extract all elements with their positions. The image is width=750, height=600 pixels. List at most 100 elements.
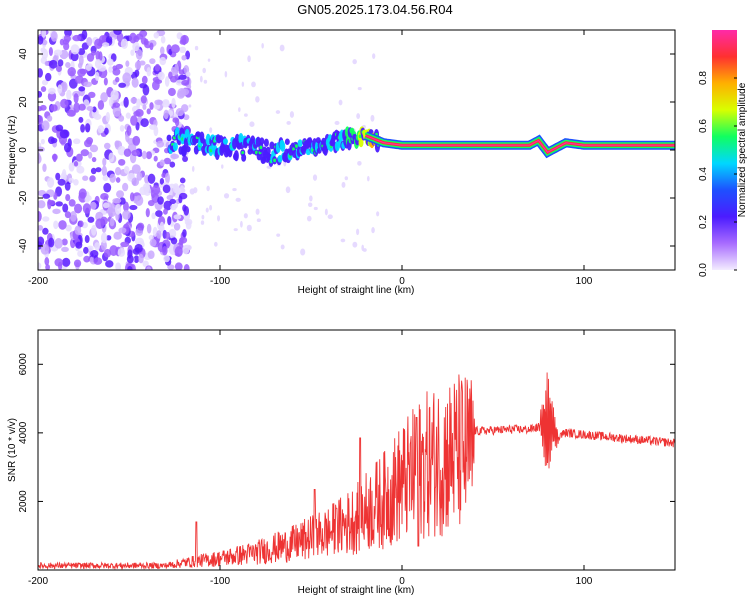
colorbar-tick-label: 0.8 [698, 71, 709, 85]
noise-blob [102, 42, 110, 48]
noise-blob [115, 262, 122, 270]
noise-blob [65, 224, 72, 232]
noise-blob [149, 42, 154, 51]
faint-blob [356, 228, 360, 236]
faint-blob [341, 181, 346, 188]
noise-blob [179, 192, 188, 200]
faint-blob [199, 75, 203, 83]
noise-blob [65, 193, 71, 202]
noise-blob [149, 238, 157, 247]
noise-blob [103, 77, 108, 86]
noise-blob [61, 238, 68, 246]
noise-blob [140, 118, 149, 128]
noise-blob [123, 165, 130, 174]
noise-blob [54, 238, 63, 249]
noise-blob [127, 266, 133, 270]
noise-blob [90, 167, 97, 175]
noise-blob [74, 203, 83, 214]
noise-blob [119, 124, 125, 132]
noise-blob [94, 242, 101, 251]
noise-blob [134, 61, 142, 70]
noise-blob [148, 234, 154, 241]
band-blob [233, 150, 239, 162]
noise-blob [78, 116, 84, 123]
noise-blob [70, 44, 80, 55]
noise-blob [108, 66, 113, 73]
noise-blob [52, 208, 61, 215]
noise-blob [63, 34, 71, 43]
noise-blob [182, 229, 187, 238]
faint-blob [206, 185, 210, 192]
faint-blob [241, 81, 245, 87]
noise-blob [174, 262, 183, 270]
y-tick-label: 2000 [18, 490, 29, 513]
snr-frame [37, 329, 676, 571]
noise-blob [83, 81, 92, 88]
noise-blob [151, 185, 161, 195]
faint-blob [209, 127, 213, 133]
noise-blob [94, 59, 102, 69]
noise-blob [52, 153, 57, 163]
faint-blob [191, 165, 195, 172]
faint-blob [306, 215, 312, 222]
faint-blob [203, 79, 208, 84]
noise-blob [105, 235, 112, 241]
noise-blob [112, 198, 122, 204]
noise-blob [172, 185, 180, 194]
noise-blob [70, 51, 79, 62]
faint-blob [327, 214, 333, 220]
noise-blob [104, 127, 109, 135]
noise-blob [40, 243, 50, 255]
noise-blob [68, 199, 76, 207]
band-blob [297, 139, 303, 148]
noise-blob [81, 30, 88, 40]
spectrogram-y-ticks: -40 -20 0 20 40 [18, 48, 675, 253]
noise-blob [168, 228, 177, 239]
noise-blob [100, 240, 107, 251]
faint-blob [286, 120, 291, 125]
noise-blob [87, 216, 95, 223]
noise-blob [41, 30, 47, 38]
noise-blob [72, 34, 82, 42]
noise-blob [123, 96, 129, 108]
noise-blob [44, 60, 49, 67]
noise-blob [84, 235, 90, 244]
faint-blob [376, 211, 380, 217]
noise-blob [105, 36, 113, 43]
noise-blob [53, 49, 63, 56]
noise-blob [164, 76, 170, 87]
noise-blob [73, 102, 81, 113]
noise-blob [165, 172, 170, 184]
noise-blob [62, 169, 67, 178]
noise-blob [134, 195, 144, 206]
noise-blob [168, 71, 173, 80]
noise-blob [38, 115, 44, 125]
noise-blob [118, 227, 127, 234]
band-blob [241, 153, 247, 162]
noise-blob [44, 257, 50, 266]
noise-blob [126, 125, 132, 136]
faint-blob [313, 206, 318, 211]
noise-blob [179, 177, 186, 184]
noise-blob [78, 188, 87, 199]
faint-blob [249, 121, 255, 128]
noise-blob [153, 155, 158, 162]
noise-blob [93, 257, 103, 265]
band-core [358, 134, 362, 139]
faint-blob [200, 220, 205, 225]
noise-blob [107, 58, 114, 66]
noise-blob [141, 75, 148, 85]
noise-blob [115, 177, 121, 183]
noise-blob [175, 108, 185, 117]
noise-blob [159, 56, 167, 66]
noise-blob [182, 155, 189, 163]
noise-blob [45, 264, 51, 270]
noise-blob [80, 149, 89, 157]
noise-blob [73, 138, 81, 145]
colorbar-label: Normalized spectral amplitude [737, 82, 748, 217]
noise-blob [130, 97, 138, 104]
noise-blob [145, 208, 150, 218]
noise-blob [89, 175, 96, 183]
noise-blob [73, 178, 79, 186]
